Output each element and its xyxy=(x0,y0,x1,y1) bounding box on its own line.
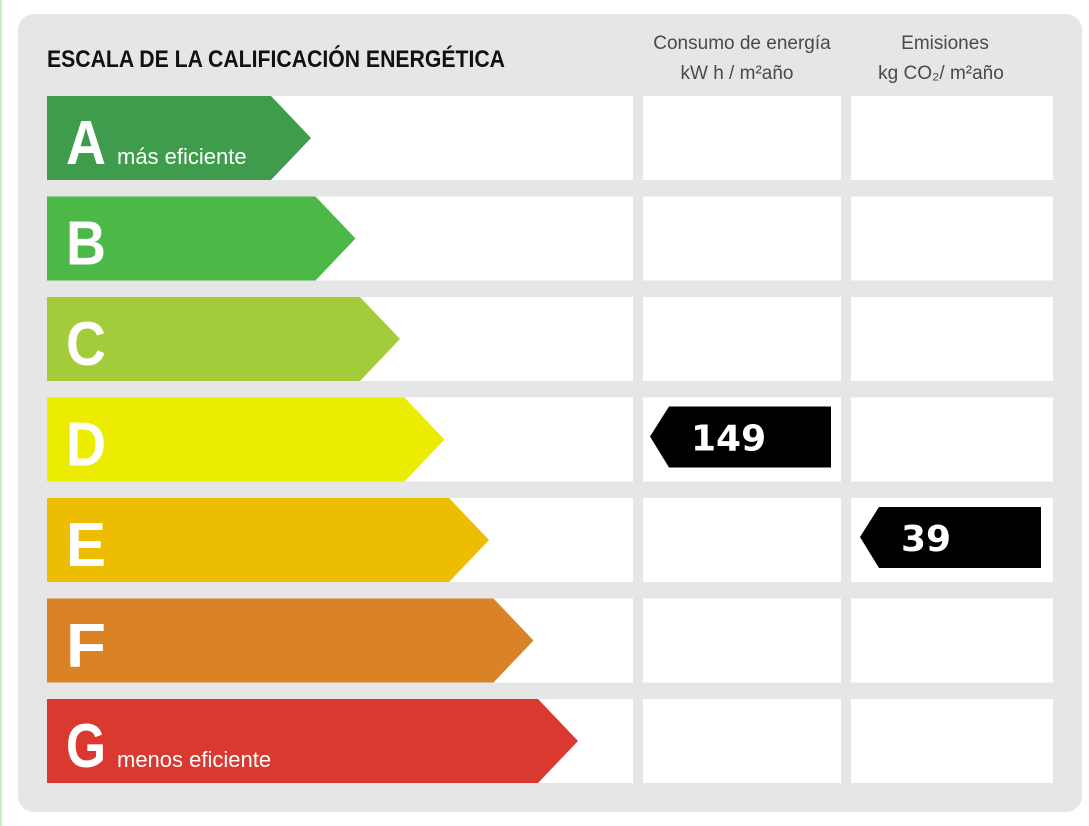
rating-arrow xyxy=(47,297,400,381)
rating-letter: D xyxy=(66,411,106,480)
rating-arrow xyxy=(47,598,534,683)
row-cell xyxy=(643,297,841,381)
rating-letter: A xyxy=(66,109,106,178)
row-cell xyxy=(643,699,841,783)
row-cell xyxy=(851,397,1053,482)
row-cell xyxy=(643,498,841,582)
rating-arrow xyxy=(47,498,489,582)
rating-arrow xyxy=(47,699,578,783)
row-cell xyxy=(643,96,841,180)
row-cell xyxy=(851,96,1053,180)
title: ESCALA DE LA CALIFICACIÓN ENERGÉTICA xyxy=(47,45,505,73)
rating-arrow xyxy=(47,397,445,482)
column-header: Consumo de energía xyxy=(653,33,831,54)
column-header: Emisiones xyxy=(901,33,989,54)
rating-arrow xyxy=(47,96,311,180)
rating-letter: G xyxy=(66,712,106,781)
rating-caption: más eficiente xyxy=(117,144,247,169)
row-cell xyxy=(851,196,1053,281)
rating-letter: F xyxy=(66,612,106,681)
row-cell xyxy=(851,598,1053,683)
column-unit: kg CO₂/ m²año xyxy=(878,63,1004,84)
rating-value: 39 xyxy=(901,519,951,560)
column-unit: kW h / m²año xyxy=(681,63,794,84)
rating-indicator xyxy=(650,406,831,468)
rating-letter: E xyxy=(66,511,106,580)
rating-indicator xyxy=(860,507,1041,568)
rating-arrow xyxy=(47,196,356,281)
rating-letter: C xyxy=(66,310,106,379)
row-cell xyxy=(851,297,1053,381)
rating-caption: menos eficiente xyxy=(117,747,271,772)
row-cell xyxy=(643,598,841,683)
rating-value: 149 xyxy=(691,419,766,460)
row-cell xyxy=(643,196,841,281)
rating-letter: B xyxy=(66,210,106,279)
row-cell xyxy=(851,699,1053,783)
